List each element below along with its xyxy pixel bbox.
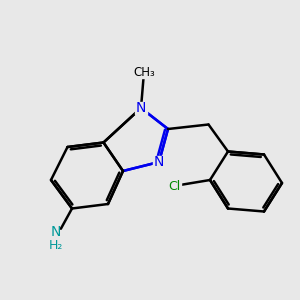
Text: N: N: [154, 155, 164, 169]
Text: N: N: [136, 101, 146, 115]
Text: Cl: Cl: [168, 179, 180, 193]
Bar: [135, 102, 147, 114]
Bar: [167, 180, 181, 192]
Bar: [153, 156, 165, 168]
Text: H₂: H₂: [48, 238, 63, 252]
Bar: [48, 230, 63, 247]
Text: N: N: [50, 225, 61, 239]
Text: CH₃: CH₃: [133, 65, 155, 79]
Bar: [135, 66, 153, 78]
